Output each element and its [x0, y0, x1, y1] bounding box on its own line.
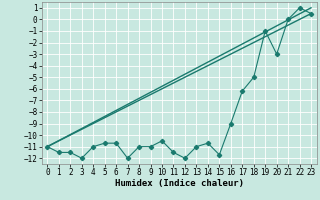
X-axis label: Humidex (Indice chaleur): Humidex (Indice chaleur) — [115, 179, 244, 188]
